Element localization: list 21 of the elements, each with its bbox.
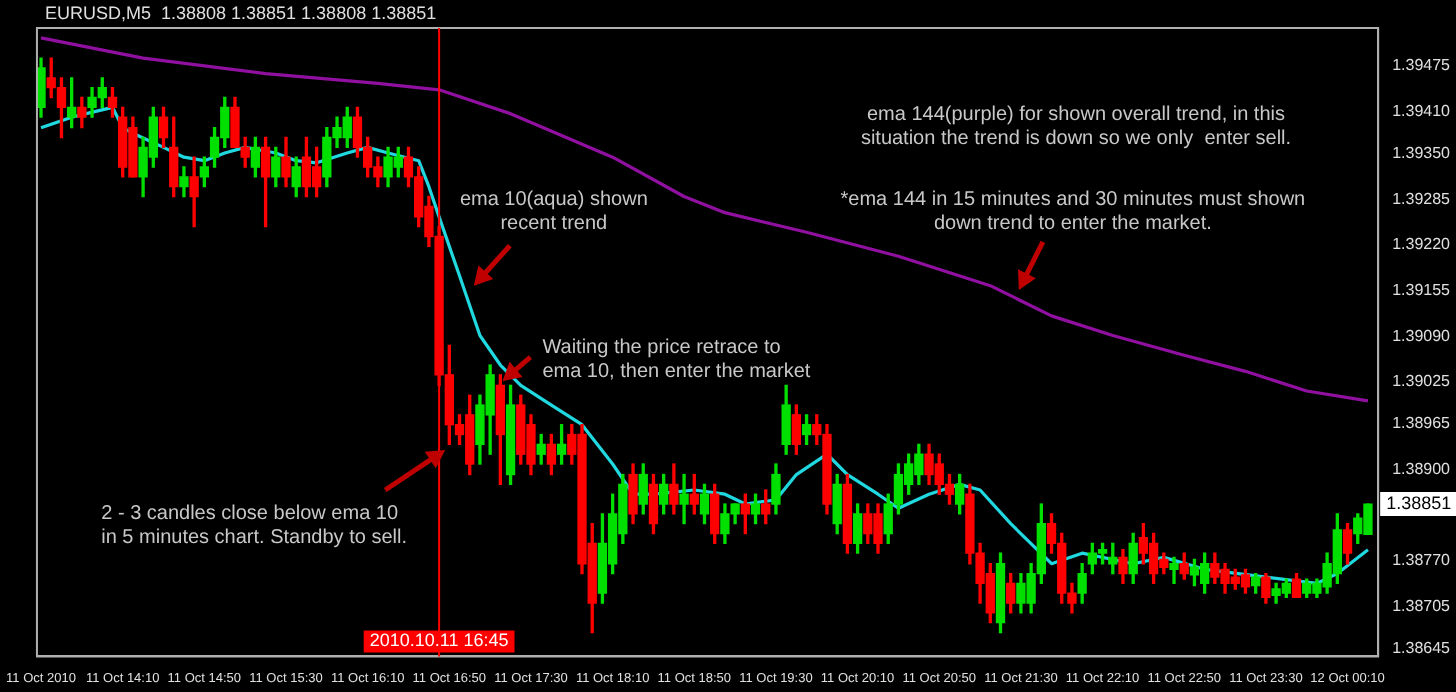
y-tick-label: 1.38965	[1392, 414, 1452, 433]
y-tick-label: 1.39475	[1392, 56, 1452, 75]
y-tick-label: 1.38705	[1392, 596, 1452, 615]
annotation: Waiting the price retrace to ema 10, then enter the market	[542, 336, 811, 383]
y-tick-label: 1.39350	[1392, 144, 1452, 163]
y-tick-label: 1.39220	[1392, 235, 1452, 254]
y-tick-label: 1.39025	[1392, 372, 1452, 391]
y-tick-label: 1.38900	[1392, 460, 1452, 479]
annotation: ema 144(purple) for shown overall trend, in this situation the trend is down so we only enter sell.	[860, 103, 1292, 150]
y-tick-label: 1.39090	[1392, 326, 1452, 345]
y-tick-label: 1.39410	[1392, 101, 1452, 120]
annotation: 2 - 3 candles close below ema 10 in 5 minutes chart. Standby to sell.	[101, 503, 407, 550]
y-tick-label: 1.38770	[1392, 551, 1452, 570]
chart-title: EURUSD,M5 1.38808 1.38851 1.38808 1.38851	[44, 2, 437, 23]
annotation: *ema 144 in 15 minutes and 30 minutes must shown down trend to enter the market.	[840, 189, 1306, 236]
ref-line-label: 2010.10.11 16:45	[369, 630, 509, 651]
y-tick-label: 1.39285	[1392, 189, 1452, 208]
annotation: 1.38851	[1386, 493, 1452, 514]
y-tick-label: 1.38645	[1392, 639, 1452, 658]
y-tick-label: 1.39155	[1392, 281, 1452, 299]
annotation: ema 10(aqua) shown recent trend	[459, 189, 648, 236]
